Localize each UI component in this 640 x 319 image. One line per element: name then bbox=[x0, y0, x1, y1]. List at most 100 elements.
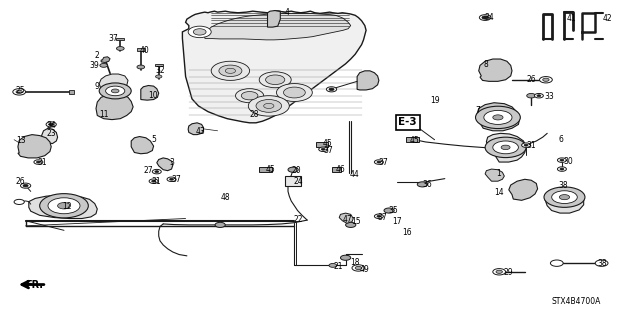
Circle shape bbox=[540, 77, 552, 83]
Circle shape bbox=[479, 15, 491, 20]
Text: 3: 3 bbox=[170, 158, 175, 167]
Polygon shape bbox=[141, 85, 159, 100]
Polygon shape bbox=[188, 123, 204, 135]
Circle shape bbox=[377, 215, 381, 217]
Circle shape bbox=[543, 78, 549, 81]
Polygon shape bbox=[18, 135, 51, 158]
Text: 38: 38 bbox=[558, 181, 568, 190]
Circle shape bbox=[23, 184, 28, 187]
Circle shape bbox=[352, 265, 365, 271]
Circle shape bbox=[595, 260, 608, 266]
Circle shape bbox=[111, 89, 119, 93]
Text: 13: 13 bbox=[16, 136, 26, 145]
Text: 37: 37 bbox=[378, 213, 387, 222]
Text: 26: 26 bbox=[527, 75, 536, 84]
Circle shape bbox=[58, 203, 70, 209]
Circle shape bbox=[527, 93, 536, 98]
Text: 36: 36 bbox=[422, 180, 432, 189]
Text: 14: 14 bbox=[494, 189, 504, 197]
Circle shape bbox=[170, 178, 173, 180]
Polygon shape bbox=[486, 133, 526, 162]
Circle shape bbox=[155, 171, 159, 173]
Polygon shape bbox=[339, 213, 353, 223]
Circle shape bbox=[537, 95, 541, 97]
Text: 48: 48 bbox=[221, 193, 230, 202]
Circle shape bbox=[219, 65, 242, 77]
Polygon shape bbox=[137, 48, 145, 51]
Polygon shape bbox=[96, 94, 133, 120]
Circle shape bbox=[522, 143, 531, 147]
Circle shape bbox=[377, 161, 381, 163]
Text: 10: 10 bbox=[148, 91, 157, 100]
Circle shape bbox=[374, 214, 383, 219]
Text: 43: 43 bbox=[196, 127, 205, 136]
Text: 21: 21 bbox=[333, 262, 343, 271]
Circle shape bbox=[501, 145, 510, 150]
Circle shape bbox=[167, 177, 176, 182]
Text: 37: 37 bbox=[172, 175, 181, 184]
Circle shape bbox=[482, 16, 488, 19]
Circle shape bbox=[152, 169, 161, 174]
Bar bbox=[316, 142, 328, 147]
Text: 34: 34 bbox=[484, 13, 494, 22]
Polygon shape bbox=[42, 128, 58, 144]
Text: 41: 41 bbox=[567, 14, 577, 23]
Text: 45: 45 bbox=[410, 137, 419, 145]
Circle shape bbox=[49, 123, 54, 126]
Polygon shape bbox=[545, 189, 584, 213]
Text: 49: 49 bbox=[360, 265, 369, 274]
Text: 27: 27 bbox=[144, 166, 154, 175]
Text: 31: 31 bbox=[526, 141, 536, 150]
Circle shape bbox=[16, 90, 22, 93]
Circle shape bbox=[544, 187, 585, 207]
Circle shape bbox=[534, 93, 543, 98]
Circle shape bbox=[485, 137, 526, 158]
Polygon shape bbox=[69, 90, 74, 94]
Text: 31: 31 bbox=[151, 177, 161, 186]
Circle shape bbox=[152, 180, 156, 182]
Circle shape bbox=[193, 29, 206, 35]
Circle shape bbox=[137, 65, 145, 69]
Text: 34: 34 bbox=[47, 121, 56, 130]
Circle shape bbox=[319, 147, 328, 152]
Circle shape bbox=[266, 75, 285, 85]
Circle shape bbox=[211, 61, 250, 80]
Circle shape bbox=[374, 160, 383, 164]
Circle shape bbox=[493, 269, 506, 275]
Polygon shape bbox=[116, 38, 124, 40]
Polygon shape bbox=[29, 195, 97, 219]
Text: 46: 46 bbox=[335, 165, 345, 174]
Circle shape bbox=[557, 158, 566, 162]
Circle shape bbox=[14, 199, 24, 204]
Text: STX4B4700A: STX4B4700A bbox=[551, 297, 601, 306]
Circle shape bbox=[156, 75, 162, 78]
Text: 35: 35 bbox=[388, 206, 398, 215]
Circle shape bbox=[256, 100, 282, 112]
Text: 31: 31 bbox=[37, 158, 47, 167]
Circle shape bbox=[248, 96, 289, 116]
Text: 45: 45 bbox=[323, 139, 332, 148]
Text: 1: 1 bbox=[497, 169, 501, 178]
Circle shape bbox=[493, 115, 503, 120]
Circle shape bbox=[288, 167, 298, 172]
Circle shape bbox=[355, 266, 362, 270]
Text: 32: 32 bbox=[156, 66, 165, 75]
Circle shape bbox=[149, 179, 158, 183]
Text: 26: 26 bbox=[16, 177, 26, 186]
Circle shape bbox=[34, 160, 43, 164]
Circle shape bbox=[99, 83, 131, 99]
Text: 15: 15 bbox=[351, 217, 361, 226]
Bar bbox=[332, 167, 341, 172]
Text: 16: 16 bbox=[403, 228, 412, 237]
Circle shape bbox=[13, 89, 26, 95]
Circle shape bbox=[106, 86, 125, 96]
Polygon shape bbox=[182, 11, 366, 123]
Circle shape bbox=[259, 72, 291, 88]
Text: 2: 2 bbox=[95, 51, 99, 60]
Circle shape bbox=[524, 144, 528, 146]
Text: 29: 29 bbox=[503, 268, 513, 277]
Circle shape bbox=[40, 194, 88, 218]
Text: 39: 39 bbox=[90, 61, 99, 70]
Text: 40: 40 bbox=[140, 46, 149, 55]
Polygon shape bbox=[99, 74, 128, 90]
